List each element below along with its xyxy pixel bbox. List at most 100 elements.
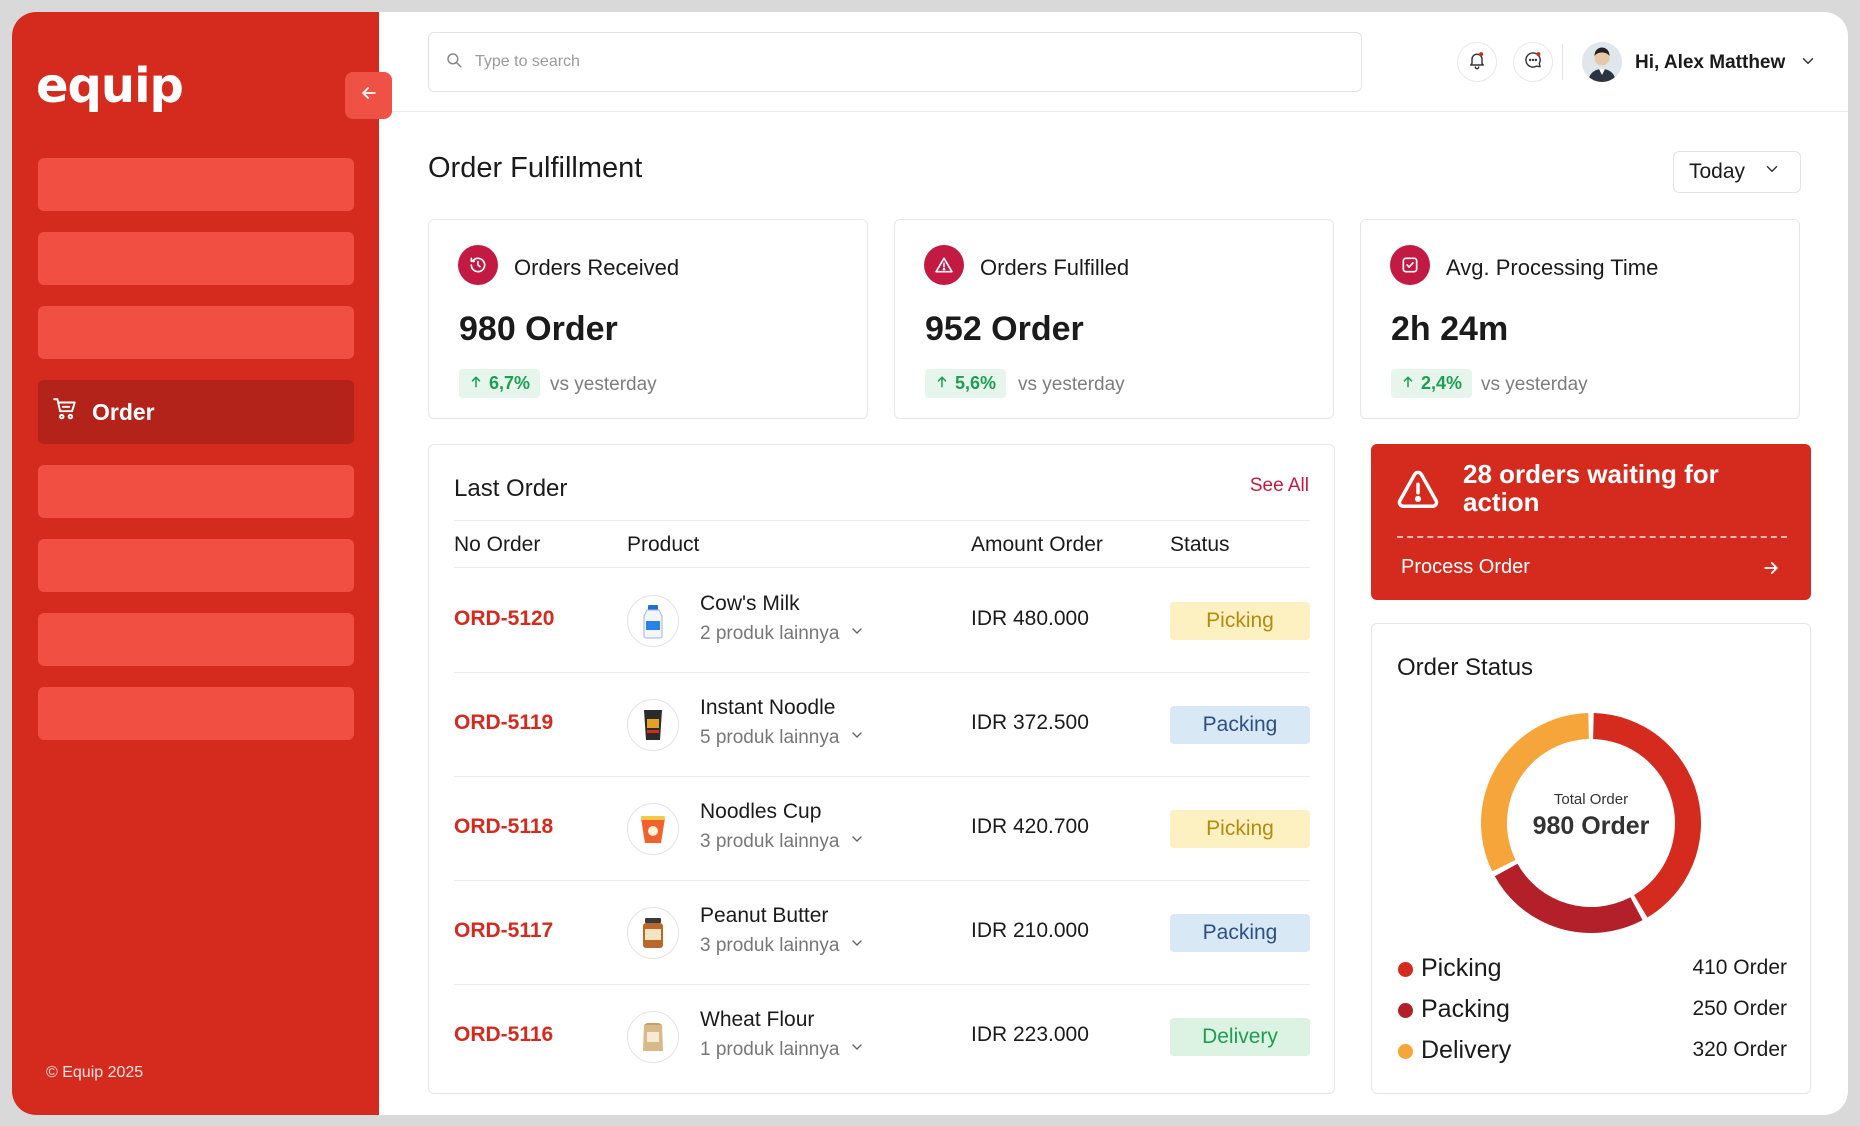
more-products-toggle[interactable]: 1 produk lainnya — [700, 1039, 865, 1061]
table-row[interactable]: ORD-5120 Cow's Milk 2 produk lainnya IDR… — [454, 569, 1310, 673]
more-products-toggle[interactable]: 3 produk lainnya — [700, 831, 865, 853]
see-all-link[interactable]: See All — [1249, 475, 1309, 496]
stat-change-value: 5,6% — [955, 373, 997, 393]
order-status-donut — [1481, 713, 1701, 933]
more-products-toggle[interactable]: 5 produk lainnya — [700, 727, 865, 749]
legend-item-picking: Picking 410 Order — [1397, 954, 1787, 995]
status-badge: Delivery — [1170, 1018, 1310, 1056]
logo: equip — [36, 58, 184, 114]
chevron-down-icon — [849, 831, 865, 853]
more-products-toggle[interactable]: 3 produk lainnya — [700, 935, 865, 957]
stat-change-badge: 2,4% — [1391, 369, 1473, 398]
legend-name: Packing — [1421, 995, 1510, 1023]
waiting-orders-alert: 28 orders waiting for action Process Ord… — [1371, 444, 1811, 600]
alert-divider — [1397, 536, 1787, 538]
copyright: © Equip 2025 — [46, 1064, 144, 1081]
sidebar-item-8[interactable] — [38, 687, 354, 740]
sidebar-item-6[interactable] — [38, 539, 354, 592]
chevron-down-icon — [849, 935, 865, 957]
alert-message: 28 orders waiting for action — [1463, 459, 1719, 517]
more-products-label: 2 produk lainnya — [700, 623, 840, 644]
search-bar[interactable] — [428, 32, 1362, 92]
more-products-toggle[interactable]: 2 produk lainnya — [700, 623, 865, 645]
collapse-sidebar-button[interactable] — [345, 72, 392, 119]
process-order-button[interactable]: Process Order — [1401, 556, 1530, 578]
stat-card-avg-processing-time: Avg. Processing Time 2h 24m 2,4% vs yest… — [1360, 219, 1800, 419]
legend-value: 410 Order — [1692, 956, 1787, 979]
sidebar-item-7[interactable] — [38, 613, 354, 666]
legend-dot — [1398, 962, 1413, 977]
date-filter-value: Today — [1689, 160, 1746, 183]
table-row[interactable]: ORD-5116 Wheat Flour 1 produk lainnya ID… — [454, 985, 1310, 1089]
donut-segment-picking — [1593, 713, 1701, 918]
stat-change-value: 2,4% — [1421, 373, 1463, 393]
chat-icon — [1523, 50, 1543, 75]
chevron-down-icon — [1763, 160, 1781, 184]
noodle-cup-icon — [627, 803, 679, 855]
order-amount: IDR 420.700 — [971, 815, 1089, 838]
last-order-card: Last Order See All No Order Product Amou… — [428, 444, 1335, 1094]
order-status-card: Order Status Total Order 980 Order Picki… — [1371, 623, 1811, 1094]
sidebar-nav: Order — [38, 158, 354, 761]
table-row[interactable]: ORD-5118 Noodles Cup 3 produk lainnya ID… — [454, 777, 1310, 881]
more-products-label: 5 produk lainnya — [700, 727, 840, 748]
legend-dot — [1398, 1003, 1413, 1018]
order-amount: IDR 480.000 — [971, 607, 1089, 630]
product-name: Wheat Flour — [700, 1008, 815, 1031]
more-products-label: 3 produk lainnya — [700, 831, 840, 852]
stat-label: Avg. Processing Time — [1446, 255, 1659, 280]
donut-segment-delivery — [1481, 713, 1589, 872]
stat-value: 980 Order — [459, 310, 618, 348]
peanut-butter-jar-icon — [627, 907, 679, 959]
date-filter-select[interactable]: Today — [1673, 151, 1801, 193]
stat-change-badge: 6,7% — [459, 369, 541, 398]
order-number[interactable]: ORD-5117 — [454, 919, 554, 942]
alert-icon — [924, 245, 964, 285]
sidebar-item-2[interactable] — [38, 232, 354, 285]
avatar[interactable] — [1582, 42, 1622, 82]
sidebar: equip Order © Equip 2025 — [12, 12, 379, 1115]
product-name: Noodles Cup — [700, 800, 822, 823]
donut-center-value: 980 Order — [1532, 812, 1650, 840]
table-row[interactable]: ORD-5117 Peanut Butter 3 produk lainnya … — [454, 881, 1310, 985]
cart-icon — [52, 396, 78, 428]
status-badge: Picking — [1170, 810, 1310, 848]
messages-button[interactable] — [1513, 42, 1553, 82]
legend-dot — [1398, 1044, 1413, 1059]
user-greeting[interactable]: Hi, Alex Matthew — [1635, 52, 1786, 73]
page-title: Order Fulfillment — [428, 152, 643, 184]
order-number[interactable]: ORD-5116 — [454, 1023, 554, 1046]
stat-card-orders-fulfilled: Orders Fulfilled 952 Order 5,6% vs yeste… — [894, 219, 1334, 419]
warning-icon — [1395, 466, 1441, 517]
search-input[interactable] — [475, 53, 1335, 71]
last-order-title: Last Order — [454, 475, 568, 502]
noodle-pack-icon — [627, 699, 679, 751]
chevron-down-icon — [849, 623, 865, 645]
order-status-title: Order Status — [1397, 654, 1534, 681]
column-header: Product — [627, 533, 700, 556]
notification-button[interactable] — [1457, 42, 1497, 82]
sidebar-item-order[interactable]: Order — [38, 380, 354, 444]
legend-item-packing: Packing 250 Order — [1397, 995, 1787, 1036]
order-number[interactable]: ORD-5118 — [454, 815, 554, 838]
table-row[interactable]: ORD-5119 Instant Noodle 5 produk lainnya… — [454, 673, 1310, 777]
status-badge: Packing — [1170, 914, 1310, 952]
sidebar-item-1[interactable] — [38, 158, 354, 211]
order-number[interactable]: ORD-5119 — [454, 711, 554, 734]
legend-name: Picking — [1421, 954, 1502, 982]
stat-value: 2h 24m — [1391, 310, 1509, 348]
table-header: No Order Product Amount Order Status — [454, 520, 1310, 568]
chevron-down-icon[interactable] — [1799, 52, 1817, 75]
sidebar-item-3[interactable] — [38, 306, 354, 359]
bell-icon — [1467, 50, 1487, 75]
order-number[interactable]: ORD-5120 — [454, 607, 555, 630]
arrow-up-icon — [935, 373, 949, 394]
sidebar-item-label: Order — [92, 398, 155, 425]
order-amount: IDR 372.500 — [971, 711, 1089, 734]
more-products-label: 3 produk lainnya — [700, 935, 840, 956]
legend-value: 320 Order — [1692, 1038, 1787, 1061]
arrow-right-icon[interactable] — [1761, 558, 1781, 583]
sidebar-item-5[interactable] — [38, 465, 354, 518]
stat-change-value: 6,7% — [489, 373, 531, 393]
stat-value: 952 Order — [925, 310, 1084, 348]
